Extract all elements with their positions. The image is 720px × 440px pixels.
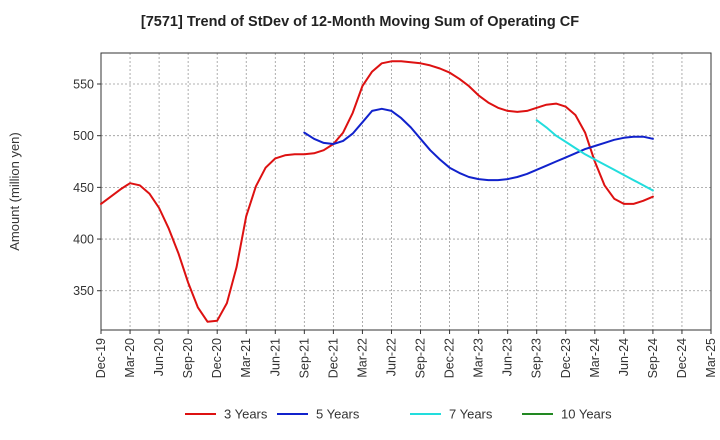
x-tick-label: Mar-24 [588,338,602,378]
y-tick-label: 350 [73,284,94,298]
series-line-5-years [303,107,654,182]
legend-label: 7 Years [449,407,493,422]
y-tick-label: 450 [73,181,94,195]
x-tick-label: Jun-21 [268,338,282,376]
x-tick-label: Jun-22 [384,338,398,376]
legend: 3 Years 5 Years 7 Years 10 Years [185,407,612,422]
x-tick-label: Sep-22 [414,338,428,378]
plot-area-frame [100,52,712,331]
y-tick-label: 400 [73,233,94,247]
x-tick-label: Mar-23 [472,338,486,378]
x-tick-label: Jun-24 [617,338,631,376]
chart-title: [7571] Trend of StDev of 12-Month Moving… [140,14,580,30]
x-tick-label: Mar-20 [123,338,137,378]
legend-label: 10 Years [561,407,612,422]
grid [100,53,712,330]
x-tick-label: Dec-23 [559,338,573,378]
series-line-7-years [535,119,654,192]
x-tick-label: Mar-25 [704,338,718,378]
y-tick-label: 500 [73,129,94,143]
x-tick-label: Sep-21 [297,338,311,378]
legend-label: 3 Years [224,407,268,422]
y-axis: 350 400 450 500 550 [73,78,101,298]
y-tick-label: 550 [73,78,94,92]
x-tick-label: Dec-22 [443,338,457,378]
legend-label: 5 Years [316,407,360,422]
x-tick-label: Sep-24 [646,338,660,378]
x-tick-label: Dec-24 [675,338,689,378]
x-tick-label: Mar-21 [239,338,253,378]
x-tick-label: Jun-20 [152,338,166,376]
x-tick-label: Jun-23 [501,338,515,376]
x-tick-label: Sep-23 [530,338,544,378]
x-axis: Dec-19 Mar-20 Jun-20 Sep-20 Dec-20 Mar-21 Jun-… [94,330,718,378]
series-line-3-years [100,60,654,323]
x-tick-label: Sep-20 [181,338,195,378]
x-tick-label: Dec-21 [326,338,340,378]
x-tick-label: Dec-19 [94,338,108,378]
series-lines [100,60,654,323]
x-tick-label: Dec-20 [210,338,224,378]
y-axis-label: Amount (million yen) [7,132,22,251]
x-tick-label: Mar-22 [355,338,369,378]
